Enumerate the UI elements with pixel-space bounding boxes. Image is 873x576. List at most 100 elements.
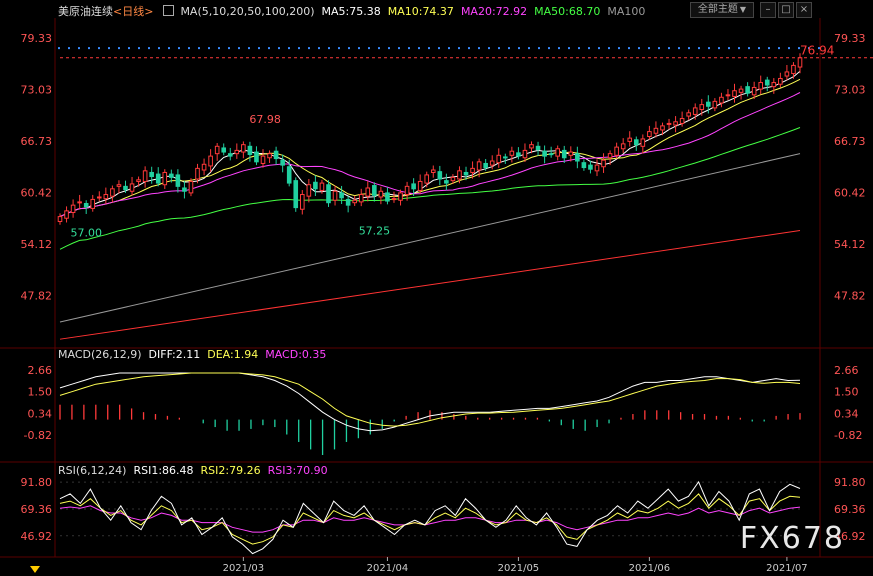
candle-body <box>77 201 82 204</box>
macd-legend: MACD(26,12,9) DIFF:2.11 DEA:1.94 MACD:0.35 <box>58 348 333 361</box>
instrument-title: 美原油连续 <box>58 5 113 18</box>
legend-item-2: RSI2:79.26 <box>200 464 261 477</box>
candle-body <box>548 153 554 156</box>
candle-body <box>647 131 652 138</box>
rsi2-line <box>59 493 801 545</box>
candle-body <box>365 187 371 197</box>
candle-body <box>267 153 272 159</box>
candle-body <box>797 57 803 68</box>
candle-body <box>313 181 318 190</box>
legend-item-4: MA50:68.70 <box>534 5 601 18</box>
legend-item-2: DEA:1.94 <box>207 348 259 361</box>
macd-dea-line <box>59 372 801 427</box>
candle-body <box>496 154 502 164</box>
theme-select-label: 全部主题 <box>697 4 738 15</box>
candle-body <box>188 180 194 194</box>
candle-body <box>391 198 397 201</box>
ma-line-ma5 <box>59 70 801 218</box>
price-annotations: 67.98 57.00 57.25 76.94 <box>60 44 873 240</box>
candle-body <box>195 167 200 180</box>
candle-body <box>732 90 737 97</box>
high-annotation: 67.98 <box>249 113 281 126</box>
candle-body <box>575 153 580 162</box>
rsi3-line <box>59 505 801 533</box>
candle-body <box>444 180 449 184</box>
candle-body <box>214 145 220 155</box>
candle-body <box>90 198 96 209</box>
candle-body <box>149 171 154 178</box>
candle-body <box>404 185 410 196</box>
candle-body <box>293 180 299 209</box>
candle-body <box>666 122 672 125</box>
candle-body <box>182 187 187 192</box>
ma-legend: MA(5,10,20,50,100,200) MA5:75.38 MA10:74.3… <box>180 5 652 18</box>
legend-item-1: DIFF:2.11 <box>148 348 201 361</box>
macd-panel: 2.66 2.66 1.50 1.50 0.34 0.34 -0.82 -0.82 <box>24 364 862 455</box>
candle-body <box>692 107 698 115</box>
scroll-left-icon <box>30 566 40 573</box>
candle-body <box>208 155 213 167</box>
rsi1-line <box>59 480 801 555</box>
candle-body <box>273 150 279 160</box>
candle-body <box>470 167 475 173</box>
candle-body <box>96 196 102 199</box>
macd-y-tick-left: 0.34 <box>28 407 53 420</box>
candle-body <box>83 203 89 208</box>
candle-body <box>162 171 168 186</box>
candle-body <box>489 160 495 166</box>
candle-body <box>103 194 109 200</box>
y-tick-right: 47.82 <box>834 290 866 303</box>
macd-y-tick-right: -0.82 <box>834 429 862 442</box>
minimize-icon[interactable]: – <box>760 2 776 18</box>
candle-body <box>260 155 266 164</box>
moving-averages <box>59 70 801 340</box>
y-tick-right: 73.03 <box>834 84 866 97</box>
theme-select-button[interactable]: 全部主题 ▼ <box>690 2 754 18</box>
candle-body <box>509 150 515 156</box>
candle-body <box>286 166 292 184</box>
y-tick-right: 60.42 <box>834 187 866 200</box>
macd-diff-line <box>59 372 801 432</box>
candle-body <box>581 162 587 169</box>
candle-body <box>221 147 227 153</box>
candle-body <box>142 170 148 182</box>
candle-body <box>706 101 711 107</box>
close-icon[interactable]: × <box>796 2 812 18</box>
candle-body <box>450 176 456 182</box>
candle-body <box>555 148 561 157</box>
chart-settings-icon[interactable] <box>162 5 174 16</box>
candle-body <box>751 86 757 96</box>
y-tick-right: 79.33 <box>834 32 866 45</box>
x-axis: 2021/03 2021/04 2021/05 2021/06 2021/07 <box>30 557 808 574</box>
rsi-y-tick-right: 91.80 <box>834 476 866 489</box>
x-tick-label: 2021/03 <box>223 563 265 574</box>
rsi-y-tick-right: 69.36 <box>834 503 866 516</box>
candle-body <box>758 82 764 90</box>
candle-body <box>110 188 115 197</box>
legend-item-5: MA100 <box>607 5 646 18</box>
candle-body <box>673 121 678 126</box>
ma-line-ma200 <box>59 229 801 340</box>
legend-item-3: RSI3:70.90 <box>267 464 328 477</box>
chevron-down-icon: ▼ <box>739 5 747 14</box>
candle-body <box>241 144 246 153</box>
candle-body <box>155 173 161 184</box>
period-label[interactable]: <日线> <box>113 5 154 18</box>
candle-body <box>247 145 253 155</box>
candle-body <box>417 180 423 191</box>
candle-body <box>738 88 744 93</box>
candle-body <box>686 112 691 117</box>
y-tick-left: 47.82 <box>21 290 53 303</box>
candle-body <box>529 144 534 149</box>
candle-body <box>522 149 528 159</box>
x-tick-label: 2021/04 <box>367 563 409 574</box>
candle-body <box>791 64 796 75</box>
maximize-icon[interactable]: □ <box>778 2 794 18</box>
candle-body <box>712 100 718 109</box>
y-tick-left: 66.73 <box>21 135 53 148</box>
candle-body <box>778 77 783 85</box>
legend-item-0: RSI(6,12,24) <box>58 464 127 477</box>
legend-item-1: MA5:75.38 <box>321 5 381 18</box>
candle-body <box>503 156 508 159</box>
main-legend: 美原油连续<日线> MA(5,10,20,50,100,200) MA5:75.3… <box>58 3 652 19</box>
